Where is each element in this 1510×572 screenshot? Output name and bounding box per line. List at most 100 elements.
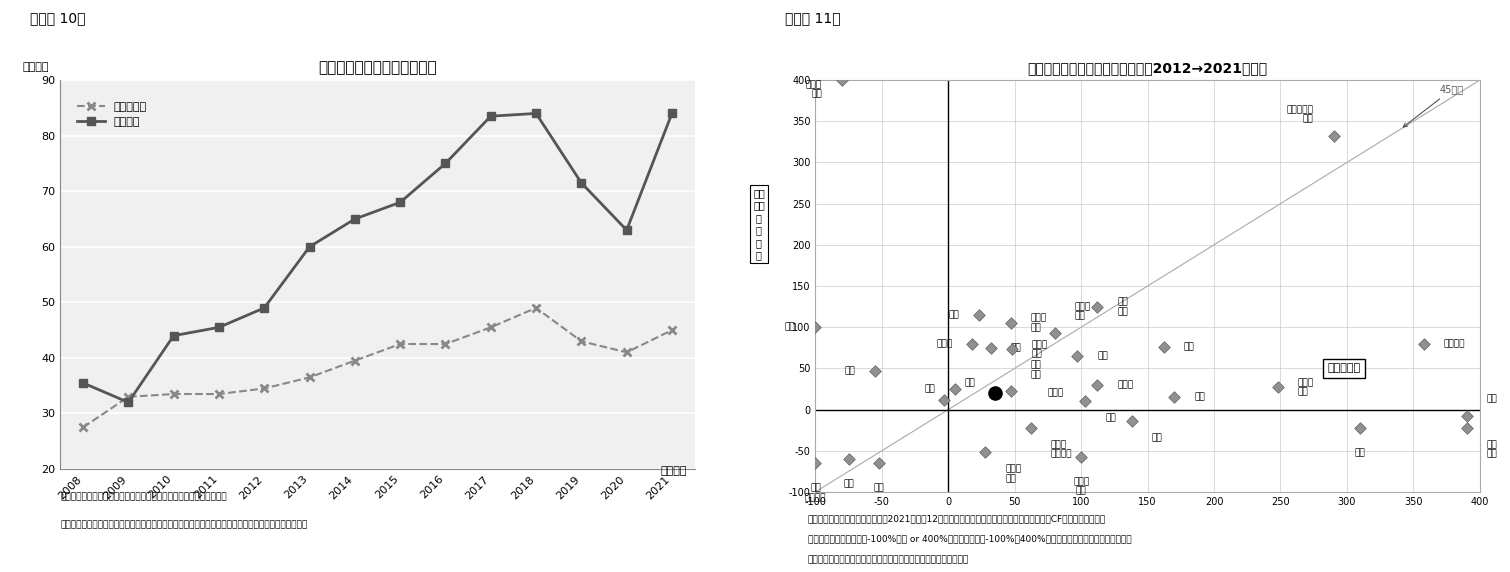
Text: 鉄鋼: 鉄鋼 — [1354, 448, 1365, 457]
経常利益 — [300, 243, 319, 250]
Text: 電気: 電気 — [1194, 393, 1205, 402]
Text: （資料）財務省「法人企業統計調査」よりニッセイ基礎研究所作成: （資料）財務省「法人企業統計調査」よりニッセイ基礎研究所作成 — [808, 555, 969, 564]
設備投資額 — [527, 304, 545, 311]
Point — [1163, 392, 1187, 402]
Text: 飲食: 飲食 — [1184, 343, 1194, 351]
Text: 情報機械: 情報機械 — [1444, 339, 1465, 348]
Point — [1412, 339, 1436, 348]
Point — [1074, 397, 1098, 406]
Point — [1454, 412, 1478, 421]
Text: 業務用
機械: 業務用 機械 — [1074, 477, 1089, 496]
Point — [974, 448, 998, 457]
Point — [1000, 345, 1024, 354]
Text: 金属
製品: 金属 製品 — [1031, 360, 1042, 379]
Point — [1152, 343, 1176, 352]
経常利益 — [527, 110, 545, 117]
Text: 償却費、増減率が-100%以下 or 400%以上の場合は各-100%・400%と表記、純粋持株会社の表記は割愛: 償却費、増減率が-100%以下 or 400%以上の場合は各-100%・400%… — [808, 535, 1131, 544]
Text: （兆円）: （兆円） — [23, 62, 48, 72]
設備投資額 — [436, 340, 455, 347]
Text: 全産業: 全産業 — [1048, 388, 1065, 398]
経常利益 — [482, 113, 500, 120]
Text: 石油・
石炭: 石油・ 石炭 — [1297, 378, 1314, 396]
Text: リース: リース — [1117, 380, 1132, 390]
Point — [983, 388, 1007, 398]
Text: 娯楽: 娯楽 — [843, 479, 855, 488]
Text: 繊維: 繊維 — [1105, 414, 1116, 423]
経常利益 — [346, 216, 364, 223]
設備投資額 — [255, 385, 273, 392]
設備投資額 — [663, 327, 681, 333]
Text: 窯業・
土石: 窯業・ 土石 — [1075, 302, 1090, 320]
Text: 小売: 小売 — [924, 384, 935, 394]
設備投資額 — [572, 338, 590, 345]
Title: 業種別　ＣＦと設備投資の増減（2012→2021年度）: 業種別 ＣＦと設備投資の増減（2012→2021年度） — [1027, 61, 1268, 75]
Point — [803, 459, 827, 468]
Point — [1348, 423, 1373, 432]
Text: 陸運: 陸運 — [844, 366, 855, 375]
Text: （注）対象は金融保険業を除く、2021年度の12年度比増減率、設備投資はソフトウェア除き、CFは社内留保＋減価: （注）対象は金融保険業を除く、2021年度の12年度比増減率、設備投資はソフトウ… — [808, 515, 1105, 524]
Text: 農業・
林業: 農業・ 林業 — [1031, 313, 1046, 332]
Text: 水運: 水運 — [1486, 395, 1498, 404]
Text: 電気
機械: 電気 機械 — [1486, 440, 1498, 459]
Point — [867, 459, 891, 468]
設備投資額 — [482, 324, 500, 331]
Point — [1086, 380, 1110, 390]
経常利益 — [255, 304, 273, 311]
Point — [998, 319, 1022, 328]
Text: 45度線: 45度線 — [1403, 85, 1465, 127]
Text: 印刷: 印刷 — [965, 378, 975, 387]
経常利益 — [74, 379, 92, 386]
Text: （図表 10）: （図表 10） — [30, 11, 86, 25]
設備投資額 — [391, 340, 409, 347]
Text: ＣＦ増加率: ＣＦ増加率 — [1327, 363, 1361, 374]
Text: 化学: 化学 — [1010, 343, 1021, 352]
Text: 食品: 食品 — [1152, 434, 1163, 442]
Text: その他
サービス: その他 サービス — [1051, 440, 1072, 459]
Text: 自動車: 自動車 — [936, 339, 953, 348]
Point — [803, 323, 827, 332]
Line: 設備投資額: 設備投資額 — [79, 304, 676, 431]
Text: 汎用
機械: 汎用 機械 — [1117, 297, 1128, 316]
Text: （年度）: （年度） — [660, 466, 687, 476]
設備投資額 — [210, 391, 228, 398]
Legend: 設備投資額, 経常利益: 設備投資額, 経常利益 — [72, 97, 151, 132]
設備投資額 — [346, 358, 364, 364]
Point — [932, 395, 956, 404]
Point — [1086, 302, 1110, 311]
Point — [1069, 452, 1093, 461]
Text: 生産用
機械: 生産用 機械 — [1031, 340, 1048, 359]
Text: その他
運輸: その他 運輸 — [806, 80, 821, 99]
Point — [837, 454, 861, 463]
設備投資額 — [74, 424, 92, 431]
経常利益 — [618, 227, 636, 233]
経常利益 — [436, 160, 455, 167]
経常利益 — [572, 180, 590, 186]
Point — [960, 339, 985, 348]
設備投資額 — [119, 394, 137, 400]
Point — [942, 384, 966, 394]
Text: 非鉄: 非鉄 — [948, 311, 959, 319]
Text: 宿泊: 宿泊 — [785, 323, 796, 332]
Text: 広告: 広告 — [874, 484, 885, 492]
経常利益 — [165, 332, 183, 339]
Text: 建設: 建設 — [1098, 352, 1108, 360]
Point — [1265, 383, 1290, 392]
Point — [831, 76, 855, 85]
Point — [1065, 351, 1089, 360]
Point — [966, 310, 991, 319]
経常利益 — [663, 110, 681, 117]
Text: （図表 11）: （図表 11） — [785, 11, 841, 25]
経常利益 — [210, 324, 228, 331]
Text: （資料））財務省「法人企業統計」、内閣府「企業行動に関するアンケート調査」よりニッセイ基礎研: （資料））財務省「法人企業統計」、内閣府「企業行動に関するアンケート調査」よりニ… — [60, 521, 308, 530]
Point — [978, 343, 1003, 352]
経常利益 — [119, 399, 137, 406]
設備投資額 — [618, 349, 636, 356]
経常利益 — [391, 199, 409, 206]
設備投資額 — [300, 374, 319, 381]
Title: 企業の経常利益と設備投資額: 企業の経常利益と設備投資額 — [319, 59, 436, 75]
Point — [1454, 423, 1478, 432]
Point — [1119, 416, 1143, 426]
Text: 設備
投資
額
増
加
率: 設備 投資 額 増 加 率 — [753, 188, 764, 260]
Point — [998, 387, 1022, 396]
Point — [1019, 423, 1043, 432]
